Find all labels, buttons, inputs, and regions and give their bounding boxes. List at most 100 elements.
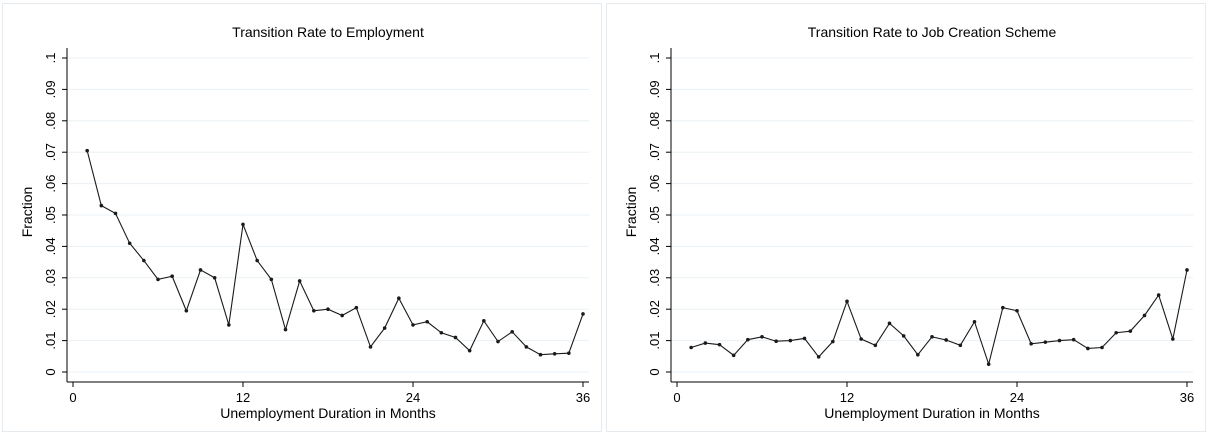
data-point xyxy=(930,335,934,339)
data-point xyxy=(1029,341,1033,346)
data-point xyxy=(227,323,231,327)
y-tick-label: .04 xyxy=(43,237,58,255)
y-tick-label: .1 xyxy=(43,53,58,64)
gridlines xyxy=(67,57,589,373)
data-point xyxy=(831,339,835,344)
data-point xyxy=(297,279,302,283)
data-point xyxy=(689,345,693,350)
x-tick-label: 0 xyxy=(673,390,680,405)
chart-employment: Transition Rate to Employment Unemployme… xyxy=(19,24,590,421)
y-tick-label: .08 xyxy=(647,112,662,130)
data-point xyxy=(944,338,948,342)
data-point xyxy=(581,312,585,316)
y-tick-label: .07 xyxy=(43,143,58,161)
y-tick-label: .01 xyxy=(43,332,58,350)
data-point xyxy=(1171,337,1175,341)
data-point xyxy=(552,351,557,356)
data-point xyxy=(1086,346,1090,351)
y-tick-label: 0 xyxy=(43,368,58,375)
x-tick-label: 36 xyxy=(576,390,590,405)
data-point xyxy=(269,277,274,282)
y-tick-label: .08 xyxy=(43,112,58,130)
gridlines xyxy=(671,57,1193,373)
series-line xyxy=(86,150,584,356)
data-point xyxy=(1142,313,1147,318)
x-tick-label: 12 xyxy=(236,390,250,405)
data-point xyxy=(1114,330,1118,335)
chart-panel-employment: Transition Rate to Employment Unemployme… xyxy=(2,3,602,432)
data-point xyxy=(170,274,174,279)
data-point xyxy=(859,337,863,341)
data-point xyxy=(524,345,529,349)
data-point xyxy=(411,323,415,327)
data-point xyxy=(972,319,977,324)
x-tick-label: 24 xyxy=(1010,390,1024,405)
x-tick-label: 12 xyxy=(840,390,854,405)
data-point xyxy=(717,342,722,347)
y-tick-label: .05 xyxy=(43,206,58,224)
data-point xyxy=(1001,305,1005,310)
data-point xyxy=(703,341,708,345)
data-point xyxy=(212,276,217,280)
y-tick-label: .01 xyxy=(647,332,662,350)
x-tick-label: 24 xyxy=(406,390,420,405)
data-point xyxy=(845,299,849,304)
data-point xyxy=(816,355,821,359)
chart-job-creation: Transition Rate to Job Creation Scheme U… xyxy=(623,24,1194,421)
data-point xyxy=(567,351,571,355)
data-point xyxy=(901,334,906,338)
data-point xyxy=(283,327,288,332)
y-tick-label: .05 xyxy=(647,206,662,224)
data-point xyxy=(354,305,359,310)
x-axis-label: Unemployment Duration in Months xyxy=(824,405,1040,421)
data-point xyxy=(439,330,444,335)
data-point xyxy=(887,321,892,326)
y-tick-label: .03 xyxy=(647,269,662,287)
data-point xyxy=(425,319,429,324)
x-tick-label: 0 xyxy=(69,390,76,405)
chart-title: Transition Rate to Job Creation Scheme xyxy=(808,24,1057,40)
data-point xyxy=(1043,340,1048,344)
data-point xyxy=(142,258,146,263)
chart-panel-job-creation: Transition Rate to Job Creation Scheme U… xyxy=(606,3,1206,432)
data-point xyxy=(986,362,991,366)
y-tick-label: .02 xyxy=(647,300,662,318)
data-point xyxy=(538,352,543,357)
y-axis-label: Fraction xyxy=(623,187,639,238)
y-tick-label: .06 xyxy=(647,175,662,193)
data-point xyxy=(467,348,472,353)
data-point xyxy=(496,339,500,344)
data-point xyxy=(156,277,160,282)
y-tick-label: .09 xyxy=(647,80,662,98)
y-axis-label: Fraction xyxy=(19,187,35,238)
data-point xyxy=(1185,268,1189,272)
data-point xyxy=(99,203,104,208)
data-point xyxy=(802,336,807,341)
y-tick-label: .09 xyxy=(43,80,58,98)
data-point xyxy=(482,319,486,323)
data-point xyxy=(746,337,750,342)
data-point xyxy=(326,307,330,312)
data-point xyxy=(453,335,458,340)
data-point xyxy=(788,338,793,343)
data-point xyxy=(127,241,132,246)
data-point xyxy=(1128,329,1133,333)
data-point xyxy=(774,339,778,344)
y-tick-label: .07 xyxy=(647,143,662,161)
data-point xyxy=(731,353,736,358)
data-point xyxy=(368,345,373,349)
data-point xyxy=(397,296,401,301)
data-point xyxy=(1057,338,1062,343)
data-point xyxy=(255,258,259,263)
data-point xyxy=(1015,308,1019,313)
data-point xyxy=(1156,293,1161,297)
data-point xyxy=(382,326,387,330)
series-line xyxy=(691,269,1188,367)
y-tick-label: .02 xyxy=(43,300,58,318)
data-point xyxy=(1071,337,1076,342)
y-tick-label: 0 xyxy=(647,368,662,375)
y-tick-label: .06 xyxy=(43,175,58,193)
data-point xyxy=(312,308,316,313)
y-tick-label: .1 xyxy=(647,53,662,64)
data-point xyxy=(113,211,118,216)
